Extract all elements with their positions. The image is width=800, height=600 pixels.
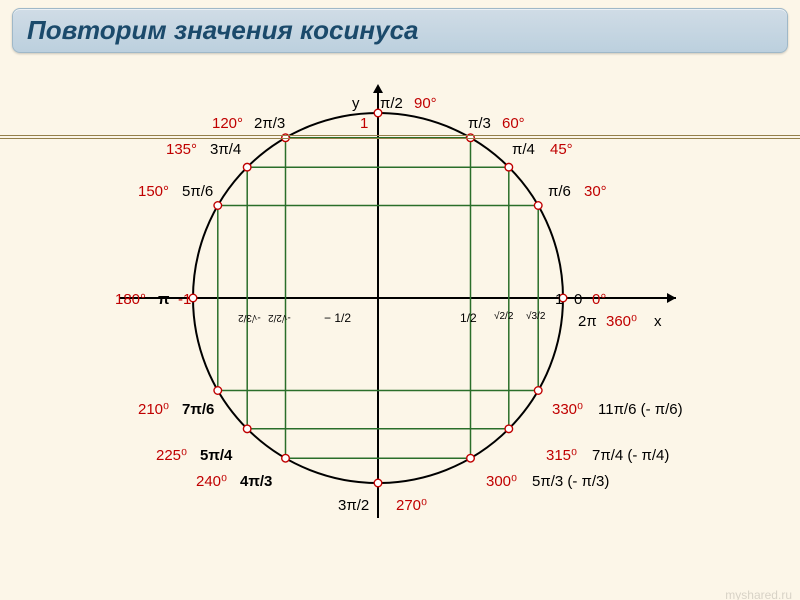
label-150: 150° <box>138 184 169 199</box>
label-11pi6: 11π/6 (- π/6) <box>598 402 683 417</box>
label-315: 315⁰ <box>546 448 577 463</box>
label-240: 240⁰ <box>196 474 227 489</box>
label-360: 360⁰ <box>606 314 637 329</box>
tick-neg-half: − 1/2 <box>324 312 351 324</box>
label-2pi3: 2π/3 <box>254 116 285 131</box>
label-90: 90° <box>414 96 437 111</box>
label-top-1: 1 <box>360 116 368 131</box>
label-225: 225⁰ <box>156 448 187 463</box>
label-210: 210⁰ <box>138 402 169 417</box>
axis-x-label: x <box>654 314 662 329</box>
label-4pi3: 4π/3 <box>240 474 272 489</box>
watermark: myshared.ru <box>725 588 792 600</box>
label-30: 30° <box>584 184 607 199</box>
axis-y-label: y <box>352 96 360 111</box>
label-5pi3: 5π/3 (- π/3) <box>532 474 609 489</box>
label-120: 120° <box>212 116 243 131</box>
label-135: 135° <box>166 142 197 157</box>
tick-pos-r2: √2/2 <box>494 312 513 322</box>
divider-line <box>0 135 800 136</box>
label-pi6: π/6 <box>548 184 571 199</box>
label-2pi: 2π <box>578 314 597 329</box>
label-7pi6: 7π/6 <box>182 402 214 417</box>
label-180: 180° <box>115 292 146 307</box>
tick-neg-r2: -√2/2 <box>268 312 291 322</box>
label-270: 270⁰ <box>396 498 427 513</box>
label-0deg: 0° <box>592 292 606 307</box>
label-pi2: π/2 <box>380 96 403 111</box>
label-pi4: π/4 <box>512 142 535 157</box>
label-pos1: 1 <box>555 292 563 307</box>
label-7pi4: 7π/4 (- π/4) <box>592 448 669 463</box>
tick-neg-r3: -√3/2 <box>238 312 261 322</box>
label-pi3: π/3 <box>468 116 491 131</box>
label-0rad: 0 <box>574 292 582 307</box>
label-neg1: -1 <box>178 292 191 307</box>
label-45: 45° <box>550 142 573 157</box>
label-3pi2: 3π/2 <box>338 498 369 513</box>
label-3pi4: 3π/4 <box>210 142 241 157</box>
label-pi: π <box>158 292 169 307</box>
tick-pos-r3: √3/2 <box>526 312 545 322</box>
divider-line <box>0 138 800 139</box>
label-300: 300⁰ <box>486 474 517 489</box>
label-60: 60° <box>502 116 525 131</box>
tick-pos-half: 1/2 <box>460 312 477 324</box>
label-5pi4: 5π/4 <box>200 448 232 463</box>
label-5pi6: 5π/6 <box>182 184 213 199</box>
label-330: 330⁰ <box>552 402 583 417</box>
